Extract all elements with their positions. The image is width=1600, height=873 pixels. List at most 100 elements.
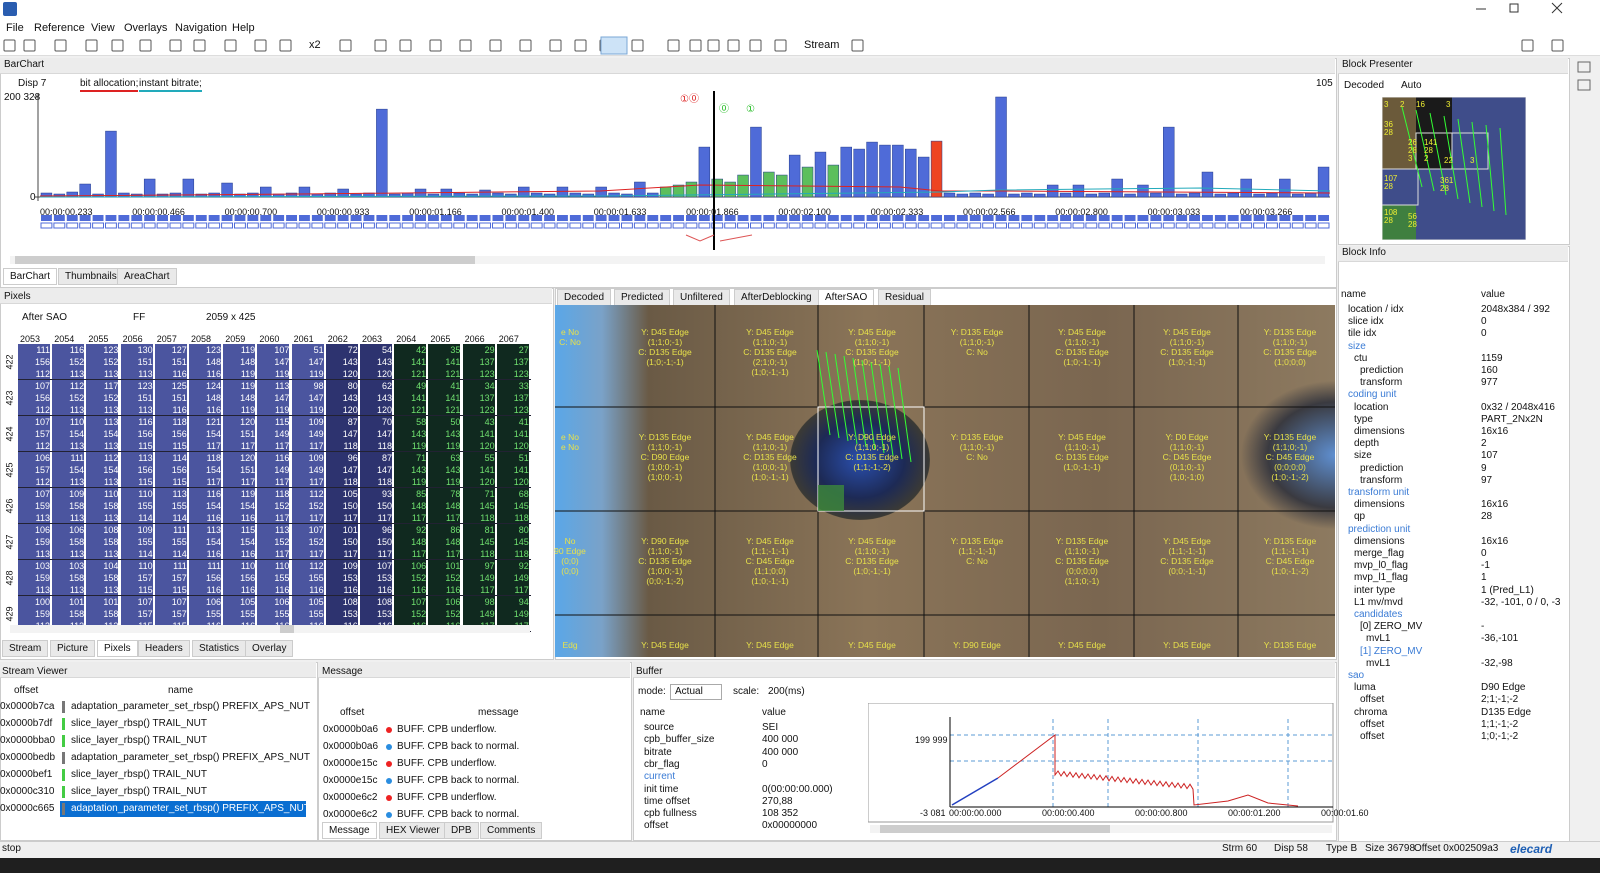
pixel-value: 152 — [86, 392, 119, 404]
sao-label: (1;1;0;0) — [754, 566, 786, 576]
pixel-value: 119 — [394, 476, 427, 488]
menu-item[interactable]: Help — [232, 22, 255, 34]
panel-tab[interactable]: HEX Viewer — [379, 822, 447, 839]
pixel-value: 159 — [18, 608, 50, 620]
property-name: cpb_buffer_size — [644, 734, 715, 746]
menu-item[interactable]: File — [6, 22, 24, 34]
pixel-value: 119 — [223, 368, 256, 380]
pixel-value: 154 — [223, 536, 256, 548]
property-name: bitrate — [644, 746, 672, 758]
panel-tab[interactable]: Stream — [2, 640, 49, 657]
pixel-value: 117 — [428, 548, 461, 560]
frame-box — [247, 215, 259, 221]
bar — [1008, 193, 1020, 198]
pixel-value: 147 — [325, 428, 358, 440]
view-tab[interactable]: AfterDeblocking — [734, 289, 819, 306]
panel-tab[interactable]: Overlay — [245, 640, 294, 657]
sao-label: C: D135 Edge — [1160, 347, 1214, 357]
panel-header — [0, 662, 316, 678]
panel-tab[interactable]: BarChart — [3, 268, 58, 285]
name-cell[interactable]: adaptation_parameter_set_rbsp() PREFIX_A… — [71, 701, 311, 712]
frame-box — [1318, 215, 1329, 221]
name-cell[interactable]: slice_layer_rbsp() TRAIL_NUT — [71, 718, 207, 729]
pixel-value: 117 — [360, 512, 392, 524]
close — [1551, 2, 1563, 14]
name-cell[interactable]: slice_layer_rbsp() TRAIL_NUT — [71, 769, 207, 780]
bar — [1059, 192, 1072, 198]
menu-item[interactable]: Navigation — [175, 22, 227, 34]
offset-cell: 0x0000b7ca — [0, 701, 55, 712]
bar — [1317, 166, 1330, 198]
name-cell[interactable]: slice_layer_rbsp() TRAIL_NUT — [71, 786, 207, 797]
menu-bar — [0, 20, 1600, 36]
scale-value: 200(ms) — [768, 686, 805, 697]
pixel-value: 117 — [496, 584, 529, 596]
panel-tab[interactable]: Statistics — [192, 640, 247, 657]
frame-box — [969, 215, 981, 221]
panel-tab[interactable]: Thumbnails — [58, 268, 124, 285]
ff-button[interactable]: FF — [133, 312, 146, 323]
panel-header — [0, 58, 1335, 74]
column-header: offset — [14, 685, 39, 696]
toolbar-icon — [224, 39, 237, 52]
x-tick-label: 00:00:02.566 — [963, 207, 1016, 217]
pixel-value: 152 — [257, 500, 290, 512]
pixel-value: 149 — [462, 608, 495, 620]
legend-entry: bit allocation; — [80, 78, 139, 92]
motion-vector — [897, 367, 912, 463]
name-cell[interactable]: slice_layer_rbsp() TRAIL_NUT — [71, 735, 207, 746]
view-tab[interactable]: AfterSAO — [818, 289, 875, 306]
mode-dropdown[interactable]: After SAO — [22, 312, 68, 323]
frame-box — [582, 215, 594, 221]
frame-box — [156, 222, 169, 229]
panel-tab[interactable]: Picture — [50, 640, 96, 657]
bar — [763, 171, 775, 198]
h-scrollbar — [10, 256, 1325, 264]
pixel-value: 148 — [428, 536, 461, 548]
frame-box — [1227, 222, 1240, 229]
panel-tab[interactable]: Comments — [480, 822, 543, 839]
pixel-value: 112 — [291, 488, 324, 500]
menu-item[interactable]: View — [91, 22, 115, 34]
panel-tab[interactable]: Pixels — [97, 640, 138, 657]
view-tab[interactable]: Unfiltered — [673, 289, 730, 306]
panel-tab[interactable]: AreaChart — [117, 268, 177, 285]
pixel-value: 116 — [223, 548, 256, 560]
section-name: size — [1348, 340, 1366, 352]
stream-dropdown[interactable]: Stream — [804, 39, 840, 51]
menu-item[interactable]: Overlays — [124, 22, 168, 34]
panel-tab[interactable]: Headers — [138, 640, 190, 657]
name-cell[interactable]: adaptation_parameter_set_rbsp() PREFIX_A… — [71, 752, 311, 763]
frame-box — [324, 215, 336, 221]
pixel-value: 157 — [18, 464, 50, 476]
property-value: 2048x384 / 392 — [1481, 304, 1550, 315]
property-name: depth — [1354, 438, 1380, 450]
bar — [427, 193, 440, 198]
pixel-value: 159 — [18, 536, 50, 548]
panel-tab[interactable]: DPB — [444, 822, 479, 839]
pixel-value: 112 — [18, 476, 50, 488]
zoom-button[interactable]: x2 — [309, 39, 321, 51]
view-tab[interactable]: Decoded — [557, 289, 612, 306]
pixel-value: 137 — [462, 356, 495, 368]
mode-dropdown[interactable]: Actual — [670, 684, 722, 700]
frame-box — [131, 215, 143, 221]
view-tab[interactable]: Predicted — [614, 289, 671, 306]
bar — [505, 193, 517, 198]
menu-item[interactable]: Reference — [34, 22, 85, 34]
pixel-value: 108 — [325, 596, 358, 608]
offset-cell: 0x0000bba0 — [0, 735, 56, 746]
frame-box — [1305, 215, 1317, 221]
view-dropdown[interactable]: Decoded — [1344, 80, 1385, 91]
bar — [582, 193, 594, 198]
panel-tab[interactable]: Message — [322, 822, 377, 839]
pixel-value: 41 — [428, 380, 461, 392]
motion-vector — [861, 359, 876, 451]
block-label: 28 — [1408, 146, 1417, 155]
row-marker — [62, 735, 65, 747]
view-tab[interactable]: Residual — [878, 289, 931, 306]
name-cell[interactable]: adaptation_parameter_set_rbsp() PREFIX_A… — [71, 803, 311, 814]
pixel-value: 155 — [154, 500, 187, 512]
sao-label: (1;1;0;-1) — [1064, 442, 1100, 452]
scale-dropdown[interactable]: Auto — [1401, 80, 1422, 91]
